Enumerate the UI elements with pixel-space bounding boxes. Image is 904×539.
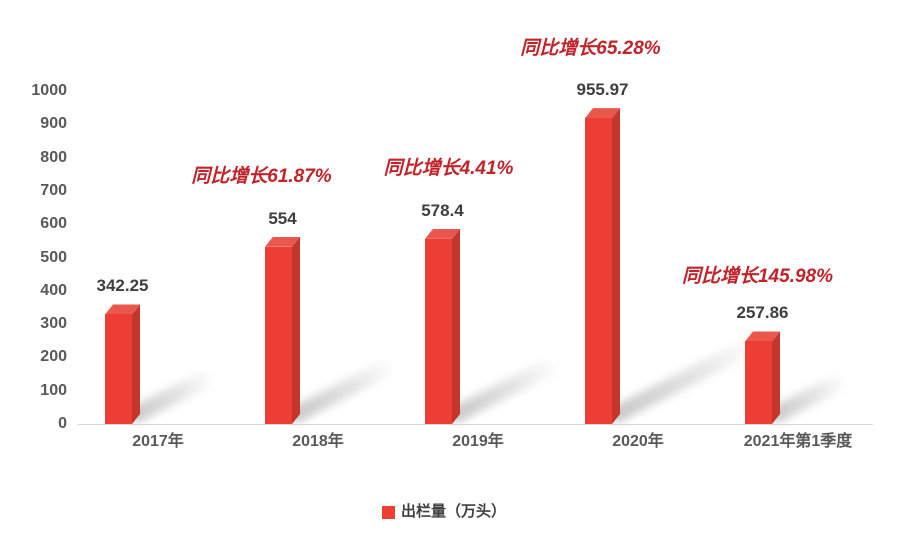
legend-marker-square <box>382 505 395 519</box>
bar-side-face <box>772 331 780 424</box>
y-tick-label: 500 <box>40 248 67 266</box>
bar-front-face <box>265 246 292 424</box>
bar-side-face <box>452 229 460 424</box>
bar-value-label: 955.97 <box>576 80 629 100</box>
bar-front-face <box>745 341 772 424</box>
bar-top-face <box>745 331 780 342</box>
y-tick-label: 300 <box>40 315 67 333</box>
x-category-label: 2017年 <box>132 433 184 450</box>
x-category-label: 2021年第1季度 <box>743 433 853 450</box>
growth-annotation: 同比增长61.87% <box>191 165 332 187</box>
y-tick-label: 200 <box>40 348 67 366</box>
bar-front-face <box>425 238 452 424</box>
bar-top-face <box>585 108 620 119</box>
legend: 出栏量（万头） <box>382 503 506 521</box>
bar-front-face <box>585 118 612 424</box>
y-tick-label: 1000 <box>31 82 67 99</box>
bar-top-face <box>105 304 140 315</box>
bar-floor-shadow <box>606 336 759 425</box>
x-category-label: 2019年 <box>452 433 504 450</box>
bar-value-label: 257.86 <box>736 303 789 323</box>
growth-annotation: 同比增长145.98% <box>681 266 833 288</box>
y-tick-label: 700 <box>40 181 67 199</box>
bar-value-label: 554 <box>268 208 297 228</box>
bar-value-label: 578.4 <box>421 200 464 220</box>
bar-top-face <box>425 228 460 239</box>
bar-front-face <box>105 314 132 424</box>
y-tick-label: 900 <box>40 115 67 133</box>
y-tick-label: 400 <box>40 281 67 299</box>
growth-annotation: 同比增长4.41% <box>383 157 514 179</box>
y-tick-label: 600 <box>40 215 67 233</box>
bar-top-face <box>265 236 300 247</box>
bar-value-label: 342.25 <box>96 276 149 296</box>
x-category-label: 2020年 <box>612 433 664 450</box>
bar-side-face <box>612 108 620 424</box>
bar-side-face <box>292 237 300 424</box>
legend-label: 出栏量（万头） <box>401 503 507 520</box>
x-category-label: 2018年 <box>292 433 344 450</box>
x-axis-baseline <box>78 424 873 425</box>
y-tick-label: 800 <box>40 148 67 166</box>
bar-floor-shadow <box>286 356 399 425</box>
bar-floor-shadow <box>446 355 561 425</box>
bar-side-face <box>132 304 140 424</box>
y-tick-label: 100 <box>40 381 67 399</box>
y-tick-label: 0 <box>58 415 67 432</box>
growth-annotation: 同比增长65.28% <box>520 38 661 60</box>
